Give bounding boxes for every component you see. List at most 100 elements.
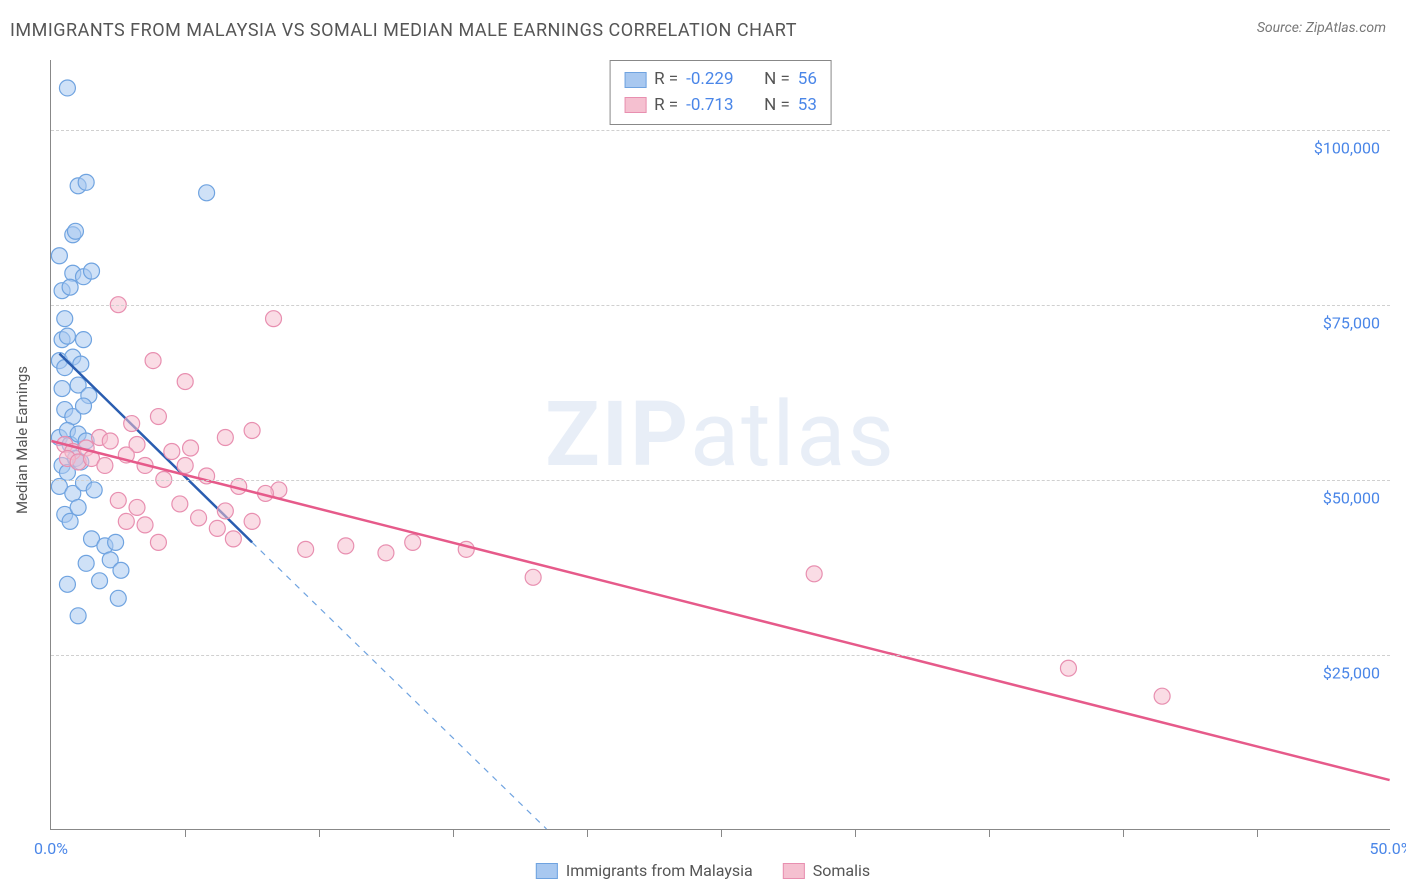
- scatter-point-somali: [172, 496, 188, 512]
- gridline-h: [51, 480, 1390, 481]
- scatter-point-somali: [97, 457, 113, 473]
- scatter-point-somali: [118, 513, 134, 529]
- scatter-point-somali: [1060, 660, 1076, 676]
- scatter-point-malaysia: [62, 279, 78, 295]
- legend-item-somali: Somalis: [783, 861, 870, 880]
- scatter-point-malaysia: [75, 332, 91, 348]
- scatter-point-malaysia: [75, 398, 91, 414]
- trend-line-dash-malaysia: [252, 542, 546, 829]
- source-attribution: Source: ZipAtlas.com: [1257, 20, 1386, 36]
- scatter-point-somali: [338, 538, 354, 554]
- correlation-legend: R = -0.229 N = 56 R = -0.713 N = 53: [609, 60, 832, 125]
- trend-line-somali: [51, 441, 1389, 780]
- n-value-somali: 53: [798, 93, 817, 119]
- scatter-point-somali: [806, 566, 822, 582]
- scatter-point-somali: [225, 531, 241, 547]
- corr-legend-row-somali: R = -0.713 N = 53: [624, 93, 817, 119]
- x-tick: [721, 829, 722, 837]
- scatter-point-malaysia: [59, 328, 75, 344]
- scatter-point-somali: [209, 520, 225, 536]
- scatter-point-somali: [244, 423, 260, 439]
- x-tick: [453, 829, 454, 837]
- y-tick-label: $50,000: [1323, 489, 1380, 508]
- scatter-point-malaysia: [78, 555, 94, 571]
- scatter-point-somali: [129, 499, 145, 515]
- scatter-point-somali: [150, 534, 166, 550]
- scatter-point-somali: [177, 374, 193, 390]
- scatter-point-malaysia: [70, 608, 86, 624]
- scatter-point-malaysia: [86, 482, 102, 498]
- scatter-point-somali: [145, 353, 161, 369]
- swatch-malaysia: [624, 72, 646, 88]
- swatch-malaysia: [536, 863, 558, 879]
- scatter-point-malaysia: [108, 534, 124, 550]
- scatter-point-somali: [164, 444, 180, 460]
- y-tick-label: $25,000: [1323, 664, 1380, 683]
- source-prefix: Source:: [1257, 20, 1306, 36]
- y-tick-label: $100,000: [1314, 139, 1380, 158]
- n-label: N =: [764, 67, 790, 93]
- scatter-point-somali: [102, 433, 118, 449]
- x-tick: [185, 829, 186, 837]
- legend-label-somali: Somalis: [813, 861, 870, 880]
- scatter-point-somali: [525, 569, 541, 585]
- scatter-point-somali: [298, 541, 314, 557]
- scatter-point-malaysia: [62, 513, 78, 529]
- scatter-point-malaysia: [57, 311, 73, 327]
- x-tick: [989, 829, 990, 837]
- legend-label-malaysia: Immigrants from Malaysia: [566, 861, 753, 880]
- x-tick: [855, 829, 856, 837]
- scatter-point-somali: [405, 534, 421, 550]
- x-tick-label-min: 0.0%: [34, 839, 68, 858]
- scatter-point-malaysia: [84, 263, 100, 279]
- x-tick-label-max: 50.0%: [1370, 839, 1406, 858]
- chart-header: IMMIGRANTS FROM MALAYSIA VS SOMALI MEDIA…: [10, 20, 1396, 50]
- scatter-point-somali: [266, 311, 282, 327]
- n-value-malaysia: 56: [798, 67, 817, 93]
- legend-item-malaysia: Immigrants from Malaysia: [536, 861, 753, 880]
- scatter-point-somali: [191, 510, 207, 526]
- x-tick: [587, 829, 588, 837]
- scatter-point-somali: [137, 517, 153, 533]
- scatter-point-malaysia: [92, 573, 108, 589]
- x-tick: [1123, 829, 1124, 837]
- scatter-point-somali: [110, 492, 126, 508]
- scatter-point-malaysia: [59, 576, 75, 592]
- scatter-svg: [51, 60, 1390, 829]
- n-label: N =: [764, 93, 790, 119]
- scatter-point-somali: [150, 409, 166, 425]
- y-axis-label: Median Male Earnings: [13, 366, 31, 514]
- source-name: ZipAtlas.com: [1306, 20, 1386, 36]
- series-legend: Immigrants from Malaysia Somalis: [536, 861, 870, 880]
- scatter-point-malaysia: [199, 185, 215, 201]
- scatter-point-malaysia: [113, 562, 129, 578]
- scatter-point-somali: [177, 457, 193, 473]
- scatter-point-malaysia: [110, 590, 126, 606]
- scatter-point-somali: [183, 440, 199, 456]
- swatch-somali: [783, 863, 805, 879]
- scatter-point-malaysia: [67, 223, 83, 239]
- plot-area: ZIPatlas R =-0.229N =56R =-0.713N =53 $2…: [50, 60, 1390, 830]
- scatter-point-somali: [378, 545, 394, 561]
- scatter-point-malaysia: [59, 80, 75, 96]
- corr-legend-row-malaysia: R = -0.229 N = 56: [624, 67, 817, 93]
- x-tick: [319, 829, 320, 837]
- gridline-h: [51, 130, 1390, 131]
- r-value-malaysia: -0.229: [686, 67, 746, 93]
- scatter-point-somali: [1154, 688, 1170, 704]
- swatch-somali: [624, 97, 646, 113]
- scatter-point-malaysia: [70, 499, 86, 515]
- chart-title: IMMIGRANTS FROM MALAYSIA VS SOMALI MEDIA…: [10, 20, 797, 41]
- y-tick-label: $75,000: [1323, 314, 1380, 333]
- scatter-point-somali: [217, 503, 233, 519]
- r-value-somali: -0.713: [686, 93, 746, 119]
- scatter-point-somali: [217, 430, 233, 446]
- r-label: R =: [654, 93, 678, 119]
- scatter-point-somali: [124, 416, 140, 432]
- r-label: R =: [654, 67, 678, 93]
- x-tick: [1257, 829, 1258, 837]
- scatter-point-malaysia: [78, 174, 94, 190]
- gridline-h: [51, 655, 1390, 656]
- gridline-h: [51, 305, 1390, 306]
- scatter-point-malaysia: [54, 381, 70, 397]
